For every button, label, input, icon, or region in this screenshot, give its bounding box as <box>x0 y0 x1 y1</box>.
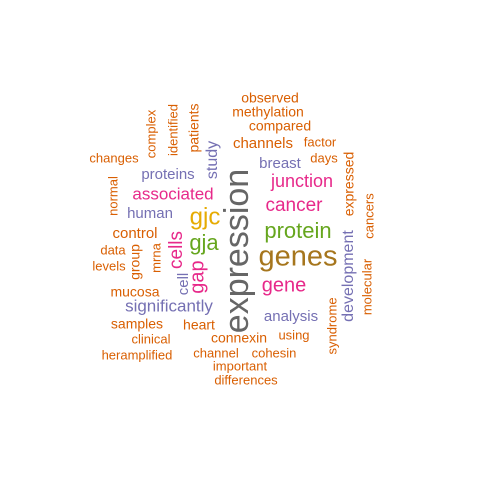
word-cohesin: cohesin <box>252 345 297 360</box>
word-syndrome: syndrome <box>324 297 339 354</box>
word-expressed: expressed <box>341 152 357 217</box>
word-gjc: gjc <box>190 203 221 230</box>
word-significantly: significantly <box>125 296 213 315</box>
word-breast: breast <box>259 155 302 172</box>
word-normal: normal <box>105 176 120 216</box>
word-observed: observed <box>241 90 299 106</box>
word-levels: levels <box>92 258 126 273</box>
word-identified: identified <box>165 104 180 156</box>
word-channel: channel <box>193 345 239 360</box>
word-cell: cell <box>175 273 192 296</box>
word-changes: changes <box>89 150 139 165</box>
word-patients: patients <box>186 103 202 152</box>
word-cancer: cancer <box>265 195 323 216</box>
word-expression: expression <box>218 169 256 333</box>
word-differences: differences <box>214 372 278 387</box>
word-compared: compared <box>249 118 311 134</box>
word-using: using <box>278 327 309 342</box>
word-complex: complex <box>143 109 158 158</box>
word-associated: associated <box>132 184 213 203</box>
word-junction: junction <box>270 171 333 191</box>
word-protein: protein <box>264 218 331 243</box>
word-genes: genes <box>258 241 337 273</box>
word-clinical: clinical <box>131 331 170 346</box>
word-control: control <box>112 225 157 242</box>
word-days: days <box>310 150 338 165</box>
word-mucosa: mucosa <box>110 284 159 300</box>
word-heart: heart <box>183 317 215 333</box>
word-heramplified: heramplified <box>102 347 173 362</box>
word-development: development <box>340 230 357 322</box>
word-cells: cells <box>166 231 187 269</box>
word-gap: gap <box>186 260 208 293</box>
word-human: human <box>127 205 173 222</box>
word-mrna: mrna <box>148 242 163 272</box>
word-gja: gja <box>189 230 219 255</box>
word-connexin: connexin <box>211 330 267 346</box>
word-study: study <box>204 141 221 179</box>
word-group: group <box>127 244 143 280</box>
word-channels: channels <box>233 135 293 152</box>
word-gene: gene <box>262 274 307 296</box>
word-methylation: methylation <box>232 104 304 120</box>
word-important: important <box>213 358 268 373</box>
word-data: data <box>100 242 126 257</box>
word-proteins: proteins <box>141 166 194 183</box>
word-samples: samples <box>111 316 163 332</box>
word-cancers: cancers <box>361 193 376 239</box>
word-molecular: molecular <box>359 258 374 315</box>
word-factor: factor <box>304 134 337 149</box>
word-analysis: analysis <box>264 308 318 325</box>
